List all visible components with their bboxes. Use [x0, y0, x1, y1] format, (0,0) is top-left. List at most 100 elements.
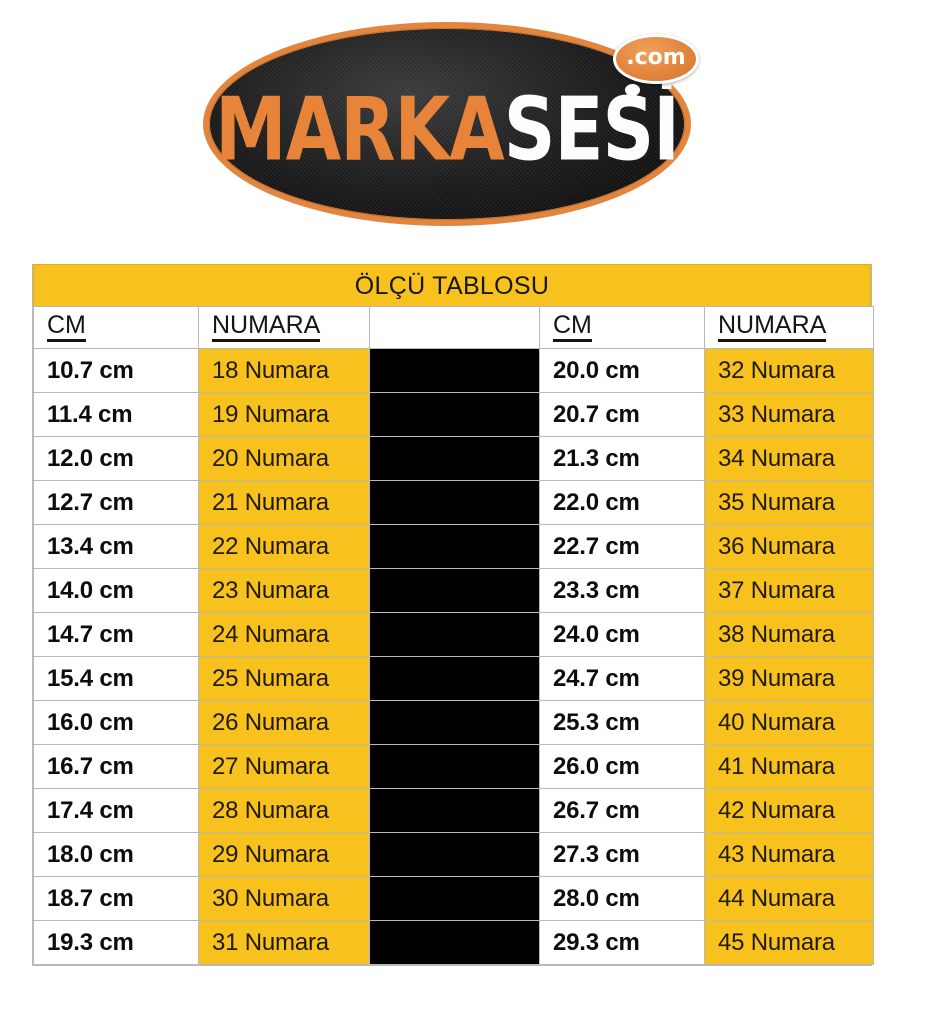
cell-cm-left: 10.7 cm: [33, 348, 199, 393]
column-header-cm-left-label: CM: [47, 312, 86, 343]
table-row: 10.7 cm 18 Numara 20.0 cm 32 Numara: [33, 348, 874, 393]
cell-cm-left: 12.7 cm: [33, 480, 199, 525]
column-divider: [369, 392, 540, 437]
cell-cm-right: 25.3 cm: [539, 700, 705, 745]
table-row: 17.4 cm 28 Numara 26.7 cm 42 Numara: [33, 788, 874, 833]
column-divider: [369, 612, 540, 657]
cell-numara-left: 28 Numara: [198, 788, 370, 833]
cell-cm-right: 23.3 cm: [539, 568, 705, 613]
cell-numara-right: 35 Numara: [704, 480, 874, 525]
column-divider: [369, 348, 540, 393]
table-row: 13.4 cm 22 Numara 22.7 cm 36 Numara: [33, 524, 874, 569]
cell-numara-left: 19 Numara: [198, 392, 370, 437]
cell-cm-right: 21.3 cm: [539, 436, 705, 481]
table-row: 18.0 cm 29 Numara 27.3 cm 43 Numara: [33, 832, 874, 877]
logo-bubble-tail-large: [625, 84, 640, 96]
cell-cm-left: 11.4 cm: [33, 392, 199, 437]
cell-cm-right: 28.0 cm: [539, 876, 705, 921]
column-header-cm-right: CM: [539, 306, 705, 349]
column-divider: [369, 700, 540, 745]
cell-numara-right: 34 Numara: [704, 436, 874, 481]
logo-dotcom-bubble: .com: [613, 34, 699, 84]
cell-numara-right: 45 Numara: [704, 920, 874, 965]
logo-bubble-tail-small: [619, 98, 629, 106]
table-row: 14.0 cm 23 Numara 23.3 cm 37 Numara: [33, 568, 874, 613]
cell-cm-right: 20.0 cm: [539, 348, 705, 393]
logo-ellipse-background: [203, 22, 691, 226]
table-row: 16.0 cm 26 Numara 25.3 cm 40 Numara: [33, 700, 874, 745]
cell-numara-right: 39 Numara: [704, 656, 874, 701]
cell-numara-left: 31 Numara: [198, 920, 370, 965]
cell-numara-left: 29 Numara: [198, 832, 370, 877]
column-header-numara-right-label: NUMARA: [718, 312, 827, 343]
column-header-cm-right-label: CM: [553, 312, 592, 343]
table-row: 14.7 cm 24 Numara 24.0 cm 38 Numara: [33, 612, 874, 657]
cell-numara-left: 21 Numara: [198, 480, 370, 525]
column-divider: [369, 436, 540, 481]
cell-cm-right: 26.7 cm: [539, 788, 705, 833]
cell-numara-right: 40 Numara: [704, 700, 874, 745]
cell-cm-left: 15.4 cm: [33, 656, 199, 701]
table-row: 12.7 cm 21 Numara 22.0 cm 35 Numara: [33, 480, 874, 525]
column-divider: [369, 920, 540, 965]
cell-cm-left: 14.7 cm: [33, 612, 199, 657]
table-header-row: CM NUMARA CM NUMARA: [33, 306, 874, 349]
column-divider: [369, 788, 540, 833]
column-divider: [369, 832, 540, 877]
column-header-numara-left: NUMARA: [198, 306, 370, 349]
column-header-numara-right: NUMARA: [704, 306, 874, 349]
column-divider: [369, 876, 540, 921]
cell-numara-right: 36 Numara: [704, 524, 874, 569]
table-row: 15.4 cm 25 Numara 24.7 cm 39 Numara: [33, 656, 874, 701]
cell-numara-right: 41 Numara: [704, 744, 874, 789]
table-row: 19.3 cm 31 Numara 29.3 cm 45 Numara: [33, 920, 874, 965]
cell-cm-left: 18.0 cm: [33, 832, 199, 877]
cell-cm-left: 16.7 cm: [33, 744, 199, 789]
cell-numara-right: 44 Numara: [704, 876, 874, 921]
table-body: 10.7 cm 18 Numara 20.0 cm 32 Numara 11.4 cm 1…: [33, 348, 874, 965]
cell-cm-right: 27.3 cm: [539, 832, 705, 877]
cell-numara-right: 38 Numara: [704, 612, 874, 657]
table-row: 12.0 cm 20 Numara 21.3 cm 34 Numara: [33, 436, 874, 481]
cell-cm-left: 14.0 cm: [33, 568, 199, 613]
column-divider: [369, 656, 540, 701]
column-divider: [369, 744, 540, 789]
cell-cm-right: 26.0 cm: [539, 744, 705, 789]
cell-numara-right: 32 Numara: [704, 348, 874, 393]
cell-cm-right: 22.7 cm: [539, 524, 705, 569]
column-divider: [369, 568, 540, 613]
size-chart: ÖLÇÜ TABLOSU CM NUMARA CM NUMARA: [32, 264, 874, 966]
cell-numara-left: 23 Numara: [198, 568, 370, 613]
cell-cm-right: 29.3 cm: [539, 920, 705, 965]
column-header-numara-left-label: NUMARA: [212, 312, 321, 343]
cell-numara-right: 37 Numara: [704, 568, 874, 613]
size-chart-table: CM NUMARA CM NUMARA 10.7 cm 18 Numara 20.0…: [33, 306, 874, 965]
cell-numara-left: 25 Numara: [198, 656, 370, 701]
cell-cm-left: 18.7 cm: [33, 876, 199, 921]
cell-numara-right: 43 Numara: [704, 832, 874, 877]
cell-numara-right: 42 Numara: [704, 788, 874, 833]
column-divider: [369, 480, 540, 525]
cell-cm-left: 13.4 cm: [33, 524, 199, 569]
cell-numara-left: 22 Numara: [198, 524, 370, 569]
cell-numara-left: 26 Numara: [198, 700, 370, 745]
column-divider: [369, 306, 540, 349]
table-row: 11.4 cm 19 Numara 20.7 cm 33 Numara: [33, 392, 874, 437]
cell-cm-left: 16.0 cm: [33, 700, 199, 745]
table-row: 16.7 cm 27 Numara 26.0 cm 41 Numara: [33, 744, 874, 789]
cell-numara-left: 27 Numara: [198, 744, 370, 789]
cell-cm-left: 19.3 cm: [33, 920, 199, 965]
logo-dotcom-label: .com: [626, 45, 686, 70]
size-chart-title: ÖLÇÜ TABLOSU: [33, 264, 871, 306]
column-divider: [369, 524, 540, 569]
cell-cm-right: 24.0 cm: [539, 612, 705, 657]
table-row: 18.7 cm 30 Numara 28.0 cm 44 Numara: [33, 876, 874, 921]
cell-numara-left: 20 Numara: [198, 436, 370, 481]
column-header-cm-left: CM: [33, 306, 199, 349]
cell-cm-right: 24.7 cm: [539, 656, 705, 701]
cell-cm-right: 20.7 cm: [539, 392, 705, 437]
cell-cm-left: 12.0 cm: [33, 436, 199, 481]
cell-numara-left: 18 Numara: [198, 348, 370, 393]
cell-cm-left: 17.4 cm: [33, 788, 199, 833]
cell-numara-right: 33 Numara: [704, 392, 874, 437]
